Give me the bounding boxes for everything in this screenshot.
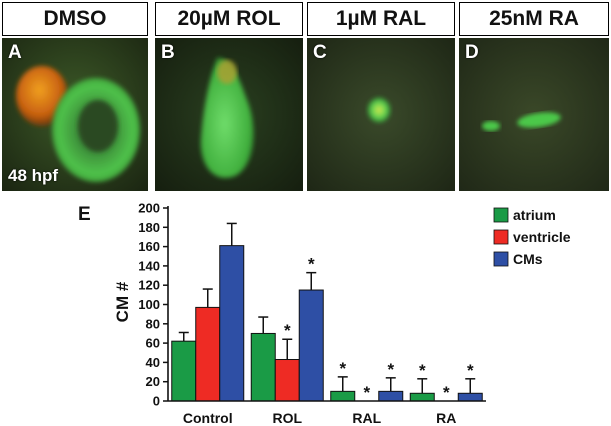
y-tick-label: 140 <box>138 258 160 273</box>
heart-image-c <box>307 38 455 191</box>
category-label: RAL <box>352 410 381 426</box>
bar-atrium <box>250 332 276 402</box>
significance-marker: * <box>443 383 450 402</box>
micrograph-panel-b: B <box>155 38 303 191</box>
significance-marker: * <box>284 321 291 340</box>
header-rol: 20µM ROL <box>155 2 303 36</box>
header-ral: 1µM RAL <box>307 2 455 36</box>
micrograph-panel-d: D <box>459 38 609 191</box>
y-tick-label: 40 <box>146 355 160 370</box>
legend-label-cms: CMs <box>513 251 543 267</box>
panel-label-b: B <box>161 42 175 63</box>
category-label: Control <box>183 410 233 426</box>
y-tick-label: 160 <box>138 239 160 254</box>
bar-ventricle <box>274 359 300 402</box>
significance-marker: * <box>387 360 394 379</box>
category-label: ROL <box>272 410 302 426</box>
bar-atrium <box>330 390 356 402</box>
significance-marker: * <box>339 359 346 378</box>
significance-marker: * <box>467 361 474 380</box>
bar-cms <box>219 245 245 402</box>
bar-chart: E CM # 0 20 40 60 80 100 120 140 160 180 200 * * * * *… <box>78 201 571 426</box>
micrograph-panel-a: A 48 hpf <box>2 38 148 191</box>
y-tick-label: 60 <box>146 336 160 351</box>
bar-atrium <box>409 392 435 402</box>
y-tick-label: 180 <box>138 220 160 235</box>
header-ra: 25nM RA <box>459 2 609 36</box>
bar-cms <box>378 390 404 402</box>
y-tick-label: 80 <box>146 316 160 331</box>
panel-label-a: A <box>8 42 22 63</box>
bar-cms <box>298 289 324 402</box>
y-tick-label: 20 <box>146 374 160 389</box>
significance-marker: * <box>363 383 370 402</box>
micrograph-panel-c: C <box>307 38 455 191</box>
panel-label-c: C <box>313 42 327 63</box>
bar-ventricle <box>195 306 221 402</box>
panel-label-e: E <box>78 204 91 225</box>
heart-image-d <box>459 38 609 191</box>
legend-label-ventricle: ventricle <box>513 229 571 245</box>
significance-marker: * <box>308 255 315 274</box>
legend-swatch-cms <box>493 251 509 267</box>
legend-swatch-ventricle <box>493 229 509 245</box>
y-axis-label: CM # <box>113 281 132 322</box>
y-tick-label: 120 <box>138 278 160 293</box>
bar-atrium <box>171 340 197 402</box>
y-tick-label: 200 <box>138 201 160 216</box>
legend-label-atrium: atrium <box>513 207 556 223</box>
heart-image-a <box>2 38 148 191</box>
legend-swatch-atrium <box>493 207 509 223</box>
heart-image-b <box>155 38 303 191</box>
stage-label: 48 hpf <box>8 166 59 185</box>
category-label: RA <box>436 410 456 426</box>
y-tick-label: 0 <box>153 394 160 409</box>
significance-marker: * <box>419 361 426 380</box>
bar-cms <box>457 392 483 402</box>
y-tick-label: 100 <box>138 297 160 312</box>
header-dmso: DMSO <box>2 2 148 36</box>
panel-label-d: D <box>465 42 479 63</box>
